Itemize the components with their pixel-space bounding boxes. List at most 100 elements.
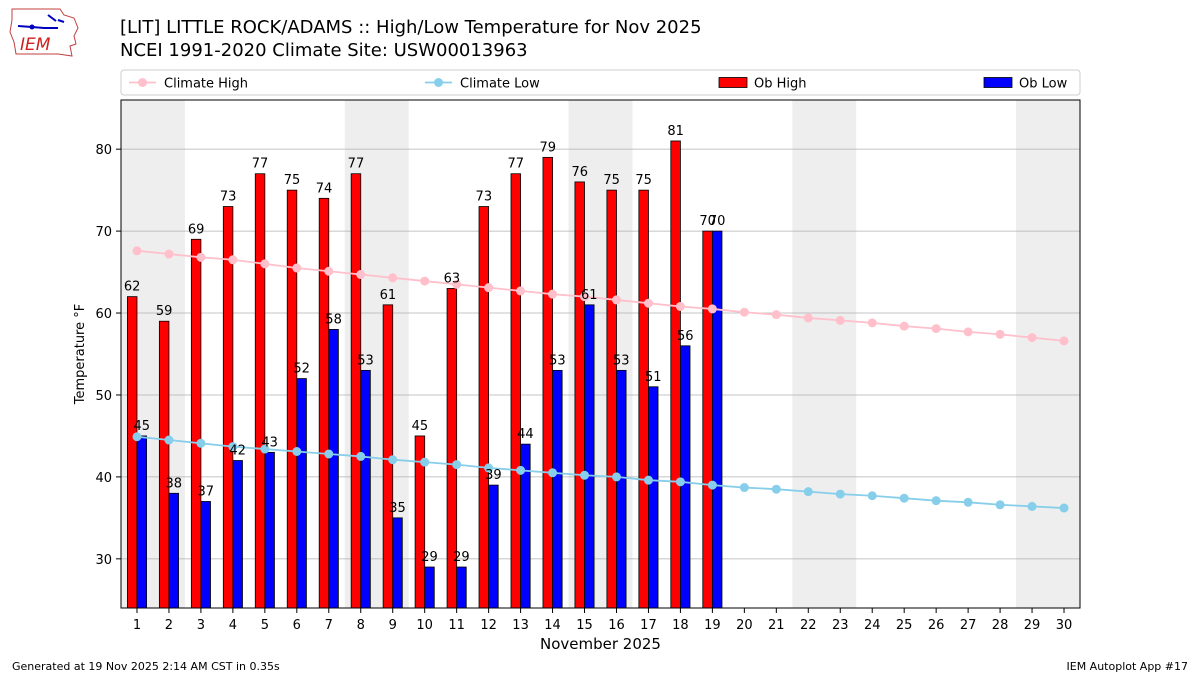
ob-high-bar — [478, 206, 490, 609]
ob-low-value-label: 37 — [197, 484, 214, 499]
ob-low-bar — [232, 460, 243, 609]
bars — [126, 140, 723, 609]
ob-high-value-label: 75 — [635, 173, 652, 188]
climate-low-point — [516, 465, 526, 475]
ob-low-bar — [136, 435, 147, 609]
ob-high-value-label: 73 — [476, 190, 493, 205]
ob-low-bar — [680, 345, 691, 609]
ob-low-value-label: 39 — [485, 468, 502, 483]
climate-low-point — [803, 487, 813, 497]
ob-high-bar — [158, 320, 170, 609]
ob-high-value-label: 62 — [124, 280, 141, 295]
ob-high-value-label: 73 — [220, 190, 237, 205]
climate-high-point — [452, 279, 462, 289]
ob-low-bar — [264, 451, 275, 609]
legend-box — [120, 69, 1081, 96]
climate-high-point — [196, 252, 206, 262]
x-tick-label: 25 — [896, 618, 913, 633]
ob-high-value-label: 81 — [667, 124, 684, 139]
ob-low-value-label: 42 — [229, 444, 246, 459]
climate-low-point — [899, 493, 909, 503]
climate-high-point — [132, 246, 142, 256]
legend-ob-low-label: Ob Low — [1019, 77, 1068, 92]
ob-low-value-label: 38 — [165, 476, 182, 491]
weekend-band — [792, 100, 857, 608]
legend-climate-high-label: Climate High — [164, 77, 248, 92]
climate-low-point — [611, 472, 621, 482]
climate-high-point — [516, 286, 526, 296]
x-tick-label: 2 — [165, 618, 173, 633]
climate-low-point — [484, 463, 494, 473]
climate-high-point — [931, 324, 941, 334]
climate-lines — [132, 246, 1069, 513]
x-tick-label: 16 — [608, 618, 625, 633]
ob-low-value-label: 29 — [421, 550, 438, 565]
x-tick-label: 10 — [416, 618, 433, 633]
climate-low-point — [867, 491, 877, 501]
ob-high-value-label: 77 — [252, 157, 269, 172]
climate-low-line — [136, 435, 1065, 509]
climate-low-point — [356, 451, 366, 461]
climate-low-point — [1027, 501, 1037, 511]
ob-high-bar — [670, 140, 681, 609]
ob-low-value-label: 53 — [549, 353, 566, 368]
ob-high-bar — [574, 181, 585, 609]
ob-low-bar — [328, 329, 339, 609]
x-tick-label: 9 — [389, 618, 397, 633]
x-tick-label: 26 — [928, 618, 945, 633]
ob-low-value-label: 61 — [581, 288, 598, 303]
logo-text: IEM — [20, 35, 51, 55]
climate-high-point — [420, 276, 430, 286]
climate-high-point — [963, 327, 973, 337]
climate-high-point — [899, 321, 909, 331]
x-tick-label: 28 — [992, 618, 1009, 633]
ob-high-value-label: 77 — [348, 157, 365, 172]
ob-low-bar — [584, 304, 595, 609]
ob-high-value-label: 75 — [603, 173, 620, 188]
y-tick-label: 80 — [95, 143, 112, 158]
climate-low-point — [995, 500, 1005, 510]
ob-low-bar — [200, 501, 211, 609]
ob-high-value-label: 61 — [380, 288, 397, 303]
climate-high-point — [643, 298, 653, 308]
ob-low-bar — [456, 566, 467, 609]
x-tick-label: 29 — [1024, 618, 1041, 633]
legend-climate-low-marker — [434, 78, 443, 87]
y-tick-label: 60 — [95, 307, 112, 322]
climate-high-line — [136, 249, 1065, 342]
bar-labels: 62 59 69 73 77 75 74 77 61 45 63 73 77 79 76 75 75 81 70 45… — [124, 124, 726, 565]
iem-logo: IEM — [9, 8, 79, 57]
x-tick-label: 3 — [197, 618, 205, 633]
x-tick-label: 11 — [448, 618, 465, 633]
climate-low-point — [228, 442, 238, 452]
ob-high-value-label: 70 — [699, 214, 716, 229]
climate-low-point — [452, 460, 462, 470]
chart-title: [LIT] LITTLE ROCK/ADAMS :: High/Low Temp… — [120, 17, 702, 38]
y-tick-label: 50 — [95, 389, 112, 404]
ob-high-value-label: 77 — [508, 157, 525, 172]
climate-low-point — [931, 496, 941, 506]
ob-high-value-label: 63 — [444, 271, 461, 286]
climate-low-point — [548, 468, 558, 478]
x-tick-label: 20 — [736, 618, 753, 633]
ob-high-value-label: 74 — [316, 181, 333, 196]
climate-low-point — [739, 483, 749, 493]
climate-high-point — [707, 304, 717, 314]
climate-low-point — [835, 489, 845, 499]
ob-high-bar — [286, 189, 298, 609]
ob-high-bar — [126, 296, 138, 609]
climate-high-point — [771, 310, 781, 320]
x-tick-label: 19 — [704, 618, 721, 633]
ob-low-value-label: 29 — [453, 550, 470, 565]
climate-high-point — [260, 259, 270, 269]
footer-generated: Generated at 19 Nov 2025 2:14 AM CST in … — [12, 660, 280, 673]
x-tick-label: 30 — [1056, 618, 1073, 633]
climate-low-point — [292, 447, 302, 457]
ob-high-bar — [318, 197, 330, 609]
x-tick-label: 5 — [261, 618, 269, 633]
ob-low-bar — [711, 230, 723, 609]
climate-high-point — [356, 270, 366, 280]
climate-high-point — [739, 307, 749, 317]
footer-app: IEM Autoplot App #17 — [1066, 660, 1189, 673]
